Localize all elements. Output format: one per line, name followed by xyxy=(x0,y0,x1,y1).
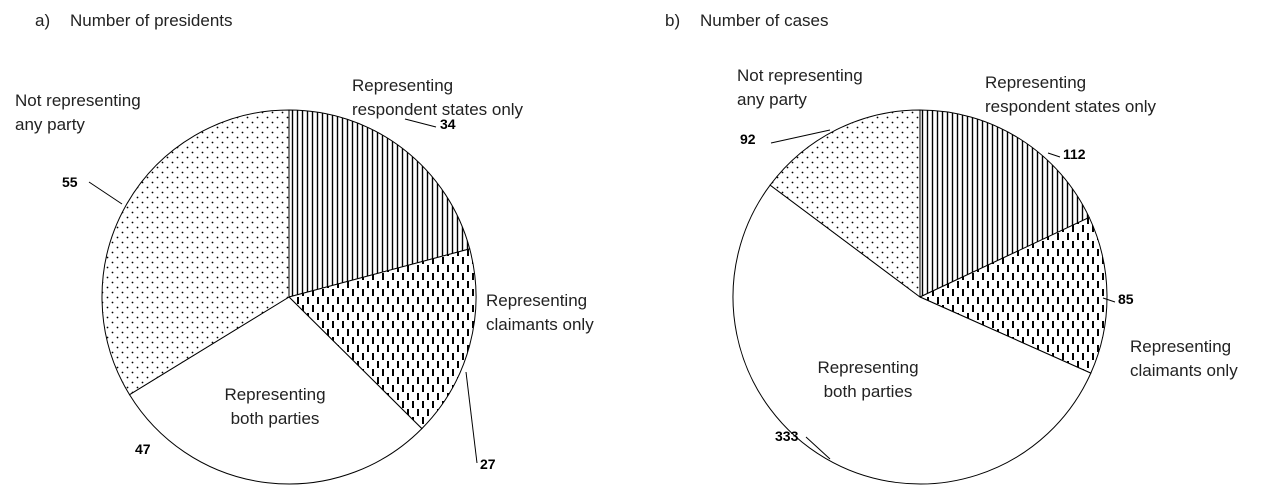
pie-slice xyxy=(101,109,290,396)
value-label: 34 xyxy=(440,116,456,132)
slice-label: Representing claimants only xyxy=(486,291,594,334)
pie-slice xyxy=(128,296,423,485)
leader-line xyxy=(465,371,478,464)
slice-label: Not representing any party xyxy=(737,66,863,109)
leader-line xyxy=(805,436,831,460)
slice-label: Representing claimants only xyxy=(1130,337,1238,380)
leader-line xyxy=(1047,152,1061,158)
slice-label: Representing respondent states only xyxy=(985,73,1157,116)
leader-line xyxy=(770,129,831,144)
slice-label: Representing respondent states only xyxy=(352,76,524,119)
chart-title: Number of presidents xyxy=(70,11,233,30)
value-label: 85 xyxy=(1118,291,1134,307)
value-label: 92 xyxy=(740,131,756,147)
value-label: 47 xyxy=(135,441,151,457)
value-label: 333 xyxy=(775,428,799,444)
chart-title: Number of cases xyxy=(700,11,829,30)
pie-slice xyxy=(918,216,1108,374)
slice-label: Representing both parties xyxy=(817,358,918,401)
pie-slice xyxy=(732,184,1092,485)
pie-slice xyxy=(288,109,471,298)
slice-label: Not representing any party xyxy=(15,91,141,134)
panel-label: a) xyxy=(35,11,50,30)
pie-slice xyxy=(919,109,1090,298)
leader-line xyxy=(1102,297,1116,303)
value-label: 112 xyxy=(1063,146,1086,162)
value-label: 55 xyxy=(62,174,78,190)
leader-line xyxy=(88,181,123,205)
pie-slice xyxy=(288,248,477,430)
panel-label: b) xyxy=(665,11,680,30)
slice-label: Representing both parties xyxy=(224,385,325,428)
leader-line xyxy=(404,118,437,128)
pie-slice xyxy=(769,109,921,298)
value-label: 27 xyxy=(480,456,496,472)
